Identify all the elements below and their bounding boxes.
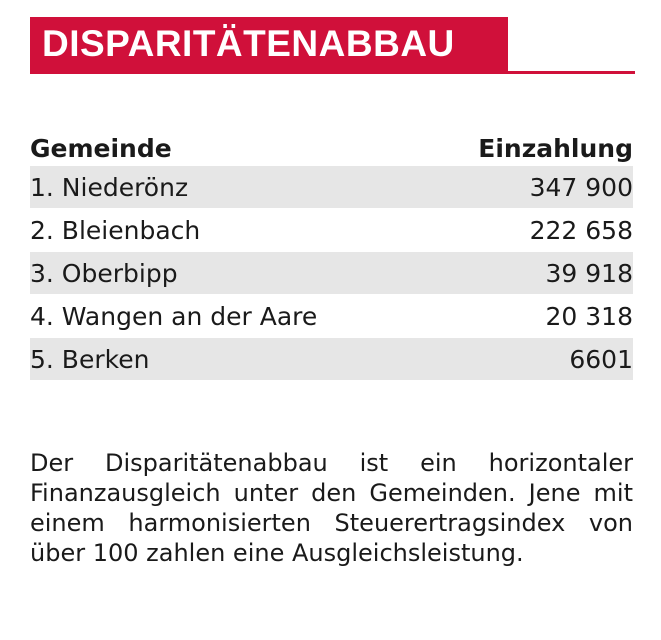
row-gemeinde: 3. Oberbipp bbox=[30, 258, 178, 288]
payments-table: Gemeinde Einzahlung 1. Niederönz 347 900… bbox=[30, 120, 633, 381]
table-row: 2. Bleienbach 222 658 bbox=[30, 209, 633, 252]
row-einzahlung: 222 658 bbox=[529, 215, 633, 245]
explanation-paragraph: Der Disparitätenabbau ist ein horizontal… bbox=[30, 449, 633, 567]
table-row: 4. Wangen an der Aare 20 318 bbox=[30, 295, 633, 338]
row-gemeinde: 1. Niederönz bbox=[30, 172, 189, 202]
row-einzahlung: 347 900 bbox=[529, 172, 633, 202]
row-einzahlung: 6601 bbox=[569, 344, 633, 374]
title-bar: DISPARITÄTENABBAU bbox=[30, 17, 635, 74]
row-einzahlung: 39 918 bbox=[545, 258, 633, 288]
column-header-gemeinde: Gemeinde bbox=[30, 134, 172, 163]
row-gemeinde: 2. Bleienbach bbox=[30, 215, 201, 245]
page-title: DISPARITÄTENABBAU bbox=[42, 23, 455, 64]
table-row: 5. Berken 6601 bbox=[30, 338, 633, 381]
table-row: 1. Niederönz 347 900 bbox=[30, 166, 633, 209]
table-row: 3. Oberbipp 39 918 bbox=[30, 252, 633, 295]
title-box: DISPARITÄTENABBAU bbox=[30, 17, 508, 71]
row-gemeinde: 4. Wangen an der Aare bbox=[30, 301, 318, 331]
row-einzahlung: 20 318 bbox=[545, 301, 633, 331]
row-gemeinde: 5. Berken bbox=[30, 344, 150, 374]
table-header: Gemeinde Einzahlung bbox=[30, 120, 633, 166]
column-header-einzahlung: Einzahlung bbox=[478, 134, 633, 163]
